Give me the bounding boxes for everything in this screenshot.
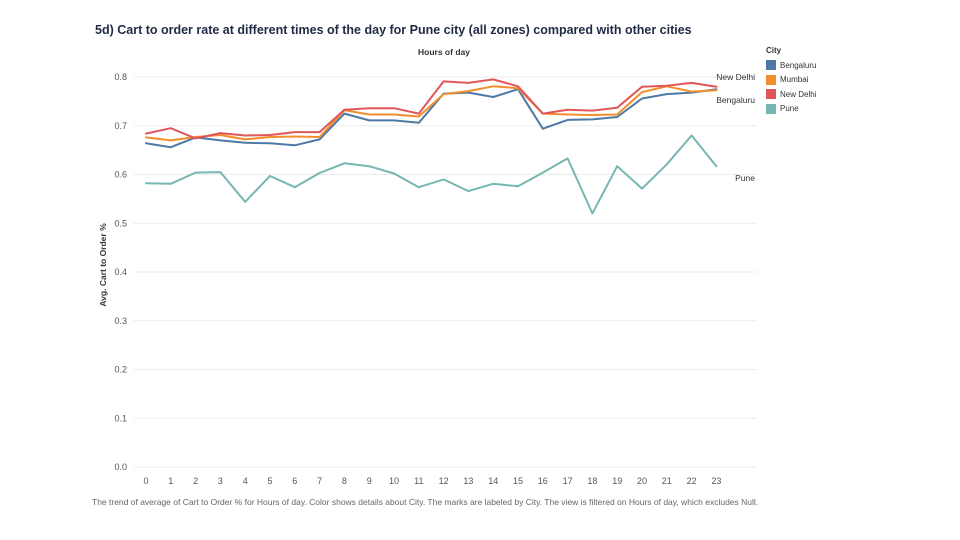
x-tick-label: 18 <box>587 476 597 486</box>
y-tick-label: 0.3 <box>114 316 127 326</box>
x-tick-label: 22 <box>687 476 697 486</box>
y-tick-label: 0.4 <box>114 267 127 277</box>
x-tick-label: 12 <box>439 476 449 486</box>
legend-swatch <box>766 89 776 100</box>
x-tick-label: 3 <box>218 476 223 486</box>
x-tick-label: 19 <box>612 476 622 486</box>
x-tick-label: 15 <box>513 476 523 486</box>
series-lines <box>145 78 718 215</box>
series-line-pune <box>145 134 718 215</box>
x-tick-label: 2 <box>193 476 198 486</box>
legend-title: City <box>766 46 782 55</box>
x-tick-label: 1 <box>168 476 173 486</box>
x-tick-label: 0 <box>143 476 148 486</box>
y-tick-label: 0.0 <box>114 462 127 472</box>
gridlines <box>134 76 756 468</box>
x-axis-title: Hours of day <box>418 47 470 57</box>
x-tick-label: 5 <box>267 476 272 486</box>
legend-label: Mumbai <box>780 75 809 85</box>
x-tick-label: 9 <box>367 476 372 486</box>
x-tick-label: 17 <box>563 476 573 486</box>
series-line-new-delhi <box>145 78 718 140</box>
axes: 0.00.10.20.30.40.50.60.70.80 1 2 3 4 5 6 7 8 9 10 1… <box>98 47 721 486</box>
x-tick-label: 7 <box>317 476 322 486</box>
x-tick-label: 6 <box>292 476 297 486</box>
end-label-pune: Pune <box>735 173 755 183</box>
legend-swatch <box>766 103 776 114</box>
x-tick-label: 20 <box>637 476 647 486</box>
y-tick-label: 0.7 <box>114 121 127 131</box>
y-tick-label: 0.5 <box>114 218 127 228</box>
x-tick-label: 8 <box>342 476 347 486</box>
legend-item-pune[interactable]: Pune <box>766 102 816 117</box>
y-tick-label: 0.8 <box>114 72 127 82</box>
y-tick-label: 0.2 <box>114 365 127 375</box>
legend-swatch <box>766 74 776 85</box>
x-tick-label: 23 <box>711 476 721 486</box>
legend-label: Bengaluru <box>780 60 817 70</box>
x-tick-label: 10 <box>389 476 399 486</box>
legend-item-mumbai[interactable]: Mumbai <box>766 73 816 88</box>
x-tick-label: 13 <box>463 476 473 486</box>
series-line-bengaluru <box>145 88 718 149</box>
chart-title: 5d) Cart to order rate at different time… <box>95 23 692 37</box>
end-label-bengaluru: Bengaluru <box>716 95 755 105</box>
x-tick-label: 14 <box>488 476 498 486</box>
legend-item-new-delhi[interactable]: New Delhi <box>766 87 816 102</box>
y-axis-title: Avg. Cart to Order % <box>98 223 108 307</box>
legend-label: Pune <box>780 104 799 114</box>
end-label-new-delhi: New Delhi <box>716 72 755 82</box>
legend-item-bengaluru[interactable]: Bengaluru <box>766 58 816 73</box>
chart-caption: The trend of average of Cart to Order % … <box>92 497 759 507</box>
legend-label: New Delhi <box>780 89 817 99</box>
legend: City Bengaluru Mumbai New Delhi Pune <box>766 46 816 116</box>
x-tick-label: 4 <box>243 476 248 486</box>
y-tick-label: 0.6 <box>114 170 127 180</box>
x-tick-label: 16 <box>538 476 548 486</box>
x-tick-label: 11 <box>414 476 423 486</box>
end-labels: Bengaluru New Delhi Pune <box>716 72 755 183</box>
y-tick-label: 0.1 <box>114 413 127 423</box>
series-line-mumbai <box>145 85 718 142</box>
x-tick-label: 21 <box>662 476 672 486</box>
legend-swatch <box>766 60 776 71</box>
